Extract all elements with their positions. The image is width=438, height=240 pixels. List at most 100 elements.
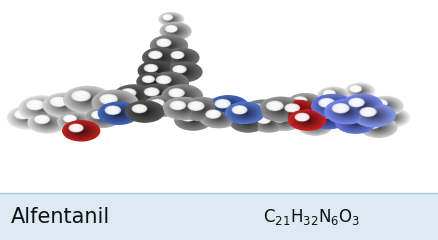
Circle shape xyxy=(385,114,390,116)
Circle shape xyxy=(273,105,288,113)
Circle shape xyxy=(166,16,169,18)
Circle shape xyxy=(170,89,183,96)
Circle shape xyxy=(89,110,117,125)
Circle shape xyxy=(31,103,39,107)
Circle shape xyxy=(325,116,330,119)
Circle shape xyxy=(152,92,161,97)
Circle shape xyxy=(157,76,170,83)
Circle shape xyxy=(298,115,315,125)
Circle shape xyxy=(304,102,333,118)
Circle shape xyxy=(269,113,299,129)
Circle shape xyxy=(59,113,90,130)
Circle shape xyxy=(66,88,109,111)
Circle shape xyxy=(162,79,175,86)
Circle shape xyxy=(169,101,198,116)
Circle shape xyxy=(19,113,38,123)
Circle shape xyxy=(232,106,257,120)
Circle shape xyxy=(175,54,180,56)
Circle shape xyxy=(280,119,287,123)
Circle shape xyxy=(167,27,183,35)
Circle shape xyxy=(61,103,68,107)
Circle shape xyxy=(153,101,160,105)
Circle shape xyxy=(130,103,159,120)
Circle shape xyxy=(181,114,194,120)
Circle shape xyxy=(212,98,244,115)
Circle shape xyxy=(330,95,336,97)
Circle shape xyxy=(323,101,341,111)
Circle shape xyxy=(208,112,228,122)
Circle shape xyxy=(238,109,251,116)
Circle shape xyxy=(152,81,153,82)
Circle shape xyxy=(121,89,134,96)
Circle shape xyxy=(174,104,192,113)
Circle shape xyxy=(325,102,339,110)
Circle shape xyxy=(237,117,247,122)
Circle shape xyxy=(151,91,152,92)
Circle shape xyxy=(138,84,176,105)
Circle shape xyxy=(324,116,331,120)
Circle shape xyxy=(311,108,344,127)
Circle shape xyxy=(102,117,104,118)
Circle shape xyxy=(210,113,215,116)
Circle shape xyxy=(314,110,330,119)
Circle shape xyxy=(162,79,165,81)
Circle shape xyxy=(172,52,183,58)
Circle shape xyxy=(321,89,345,103)
Circle shape xyxy=(180,113,194,121)
Circle shape xyxy=(274,116,294,127)
Circle shape xyxy=(226,103,263,123)
Circle shape xyxy=(355,89,363,93)
Circle shape xyxy=(166,44,171,47)
Circle shape xyxy=(33,104,50,113)
Circle shape xyxy=(58,112,91,130)
Circle shape xyxy=(165,87,198,105)
Circle shape xyxy=(100,103,136,123)
Circle shape xyxy=(95,114,101,116)
Circle shape xyxy=(163,43,174,48)
Circle shape xyxy=(261,118,265,121)
Circle shape xyxy=(323,101,329,104)
Circle shape xyxy=(209,112,216,116)
Circle shape xyxy=(125,101,164,122)
Circle shape xyxy=(168,50,196,65)
Circle shape xyxy=(181,114,204,126)
Circle shape xyxy=(112,110,113,111)
Circle shape xyxy=(185,116,190,119)
Circle shape xyxy=(86,99,89,100)
Circle shape xyxy=(378,102,392,110)
Circle shape xyxy=(163,80,174,86)
Circle shape xyxy=(146,66,155,70)
Circle shape xyxy=(144,77,161,86)
Circle shape xyxy=(30,102,41,108)
Circle shape xyxy=(144,88,170,102)
Circle shape xyxy=(297,99,311,107)
Circle shape xyxy=(234,115,261,130)
Circle shape xyxy=(273,115,295,127)
Circle shape xyxy=(318,98,334,107)
Circle shape xyxy=(290,107,304,115)
Circle shape xyxy=(159,78,167,82)
Circle shape xyxy=(304,120,315,126)
Circle shape xyxy=(234,107,244,112)
Circle shape xyxy=(362,109,372,115)
Circle shape xyxy=(145,96,180,116)
Circle shape xyxy=(124,91,132,95)
Circle shape xyxy=(347,98,376,114)
Circle shape xyxy=(137,73,168,90)
Circle shape xyxy=(37,117,58,128)
Circle shape xyxy=(205,110,220,118)
Circle shape xyxy=(67,123,95,139)
Circle shape xyxy=(357,90,361,92)
Circle shape xyxy=(160,78,177,88)
Circle shape xyxy=(202,108,234,126)
Circle shape xyxy=(357,106,389,124)
Circle shape xyxy=(174,92,190,100)
Circle shape xyxy=(346,117,353,121)
Circle shape xyxy=(182,108,184,109)
Circle shape xyxy=(16,111,41,125)
Circle shape xyxy=(75,93,87,99)
Circle shape xyxy=(340,108,352,115)
Circle shape xyxy=(166,87,198,105)
Circle shape xyxy=(138,61,173,80)
Circle shape xyxy=(233,106,245,113)
